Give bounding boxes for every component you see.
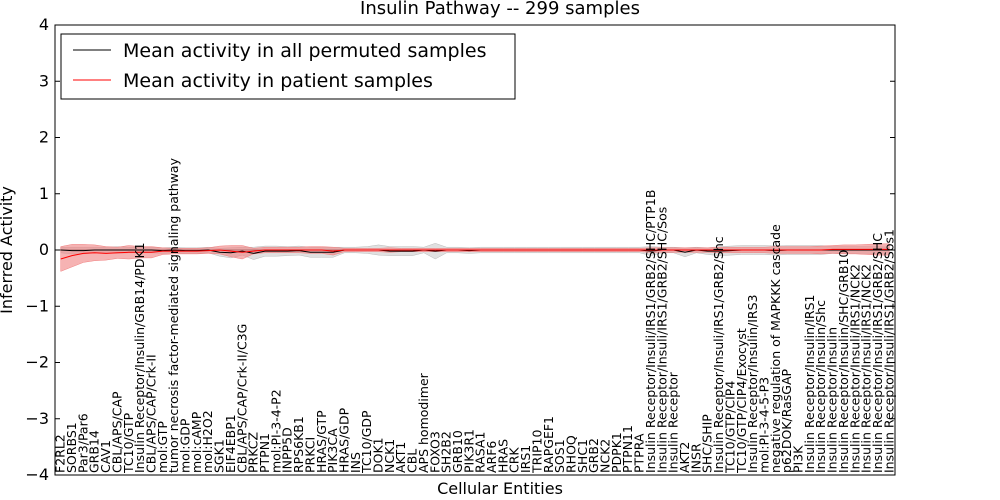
x-tick-label: RAPGEF1 (541, 416, 556, 473)
x-tick-label: CBL/APS/CAP/Crk-II/C3G (234, 324, 249, 473)
x-tick-label: EIF4EBP1 (223, 414, 238, 473)
x-tick-label: GRB14 (87, 430, 102, 473)
x-tick-label: Insulin Receptor/Insuli/IRS1/GRB2/SHC (870, 233, 885, 473)
x-tick-label: FOXO3 (427, 431, 442, 473)
legend: Mean activity in all permuted samples Mea… (60, 33, 516, 100)
x-tick-label: TRIP10 (529, 430, 544, 474)
x-tick-label: CAV1 (98, 440, 113, 473)
x-tick-label: HRAS (495, 439, 510, 473)
x-tick-label: PI3K (791, 445, 806, 473)
x-tick-label: SH2B2 (439, 431, 454, 473)
x-tick-label: TC10/GTP (121, 412, 136, 474)
x-tick-label: PTPN1 (257, 433, 272, 473)
x-tick-label: mol:H2O2 (200, 410, 215, 473)
x-tick-label: Insulin Receptor/Insuli/IRS1/NCK2 (859, 264, 874, 473)
y-tick-label: 0 (39, 240, 49, 259)
x-tick-label: tumor necrosis factor-mediated signaling… (166, 157, 181, 473)
x-tick-label: TC10/GTP/CIP4 (722, 381, 737, 474)
series-line-patient (60, 248, 890, 260)
x-tick-label: SHC/SHIP (700, 414, 715, 473)
x-tick-label: PRKCI (302, 437, 317, 473)
x-tick-label: PTPN11 (620, 425, 635, 473)
x-tick-label: Insulin Receptor (666, 371, 681, 473)
y-axis-label: Inferred Activity (0, 186, 16, 314)
y-tick-label: 3 (39, 71, 49, 90)
x-tick-label: mol:GTP (155, 421, 170, 473)
x-tick-label: DOK1 (371, 437, 386, 473)
x-axis-label: Cellular Entities (437, 479, 563, 498)
x-tick-label: GRB10 (450, 430, 465, 473)
x-tick-label: INPP5D (280, 427, 295, 473)
x-tick-label: PRKCZ (246, 432, 261, 473)
x-tick-label: IRS1 (518, 445, 533, 473)
x-tick-label: TC10/GTP/CIP4/Exocyst (734, 328, 749, 474)
x-tick-label: PDPK1 (609, 432, 624, 473)
legend-label-permuted: Mean activity in all permuted samples (123, 40, 486, 62)
x-tick-label: INSR (688, 443, 703, 473)
axes: −4 −3 −2 −1 0 1 2 3 4 F2RL2SORBS1Par3/Par6GRB14CA… (25, 15, 896, 484)
x-tick-label: AKT1 (393, 442, 408, 473)
x-tick-label: F2RL2 (53, 434, 68, 473)
x-tick-label: Insulin Receptor/Insuli/IRS1/GRB2/SHC/PT… (643, 190, 658, 473)
x-tick-label: p62DOK/RasGAP (779, 368, 794, 473)
y-tick-label: −3 (25, 409, 49, 428)
x-tick-label: Insulin Receptor/Insulin/IRS3 (745, 295, 760, 473)
x-tick-label: AKT2 (677, 442, 692, 473)
y-tick-label: −1 (25, 296, 49, 315)
x-tick-label: Insulin Receptor/Insulin/Shc (813, 300, 828, 473)
y-tick-label: 1 (39, 184, 49, 203)
x-tick-label: Insulin Receptor/Insuli/IRS1/NCK2 (847, 264, 862, 473)
x-tick-label: RPS6KB1 (291, 416, 306, 473)
x-tick-label: RHOQ (564, 435, 579, 473)
x-tick-label: TC10/GDP (359, 410, 374, 474)
y-tick-label: 4 (39, 15, 49, 34)
x-tick-label: Insulin Receptor/Insuli/IRS1/GRB2/Sos1 (881, 229, 896, 473)
y-tick-label: −2 (25, 353, 49, 372)
x-tick-label: HRAS/GTP (314, 410, 329, 473)
x-tick-label: SGK1 (212, 439, 227, 473)
x-tick-label: Insulin Receptor/Insulin (825, 327, 840, 473)
x-tick-label: HRAS/GDP (337, 407, 352, 473)
x-tick-label: APS homodimer (416, 372, 431, 473)
x-tick-label: negative regulation of MAPKKK cascade (768, 224, 783, 473)
x-tick-label: CBL/APS/CAP (109, 391, 124, 473)
x-tick-label: mol:PI-3-4-P2 (268, 389, 283, 473)
x-tick-label: NCK1 (382, 439, 397, 473)
x-tick-label: CBL/APS/CAP/Crk-II (144, 354, 159, 473)
x-tick-label: CBL (405, 449, 420, 473)
x-tick-label: INS (348, 452, 363, 473)
legend-label-patient: Mean activity in patient samples (123, 70, 433, 92)
x-tick-label: Insulin Receptor/Insulin/GRB14/PDK1 (132, 242, 147, 473)
x-tick-label: ARF6 (484, 441, 499, 473)
x-tick-label: Par3/Par6 (75, 413, 90, 473)
legend-box (60, 33, 516, 100)
x-tick-label: Insulin Receptor/Insulin/IRS1 (802, 295, 817, 473)
x-tick-label: PIK3CA (325, 428, 340, 473)
chart-title: Insulin Pathway -- 299 samples (360, 0, 640, 19)
x-tick-label: PTPRA (632, 433, 647, 473)
x-tick-label: CRK (507, 447, 522, 473)
x-tick-label: SORBS1 (64, 422, 79, 473)
x-tick-label: mol:PI-3-4-5-P3 (757, 377, 772, 473)
x-tick-label: Insulin Receptor/Insulin/SHC/GRB10 (836, 250, 851, 473)
y-tick-label: −4 (25, 465, 49, 484)
y-tick-label: 2 (39, 128, 49, 147)
x-tick-label: GRB2 (586, 438, 601, 473)
x-tick-label: Insulin Receptor/Insuli/IRS1/GRB2/Shc (711, 236, 726, 473)
x-tick-label: mol:GDP (178, 418, 193, 473)
x-tick-label: PIK3R1 (461, 429, 476, 473)
x-tick-label: NCK2 (598, 439, 613, 473)
x-tick-label: SHC1 (575, 439, 590, 473)
x-tick-label: Insulin Receptor/Insuli/IRS1/GRB2/SHC/So… (654, 207, 669, 473)
x-tick-label: RASA1 (473, 432, 488, 473)
x-tick-label: mol:cAMP (189, 411, 204, 473)
x-tick-label: SOS1 (552, 439, 567, 473)
plot-area (55, 25, 895, 475)
